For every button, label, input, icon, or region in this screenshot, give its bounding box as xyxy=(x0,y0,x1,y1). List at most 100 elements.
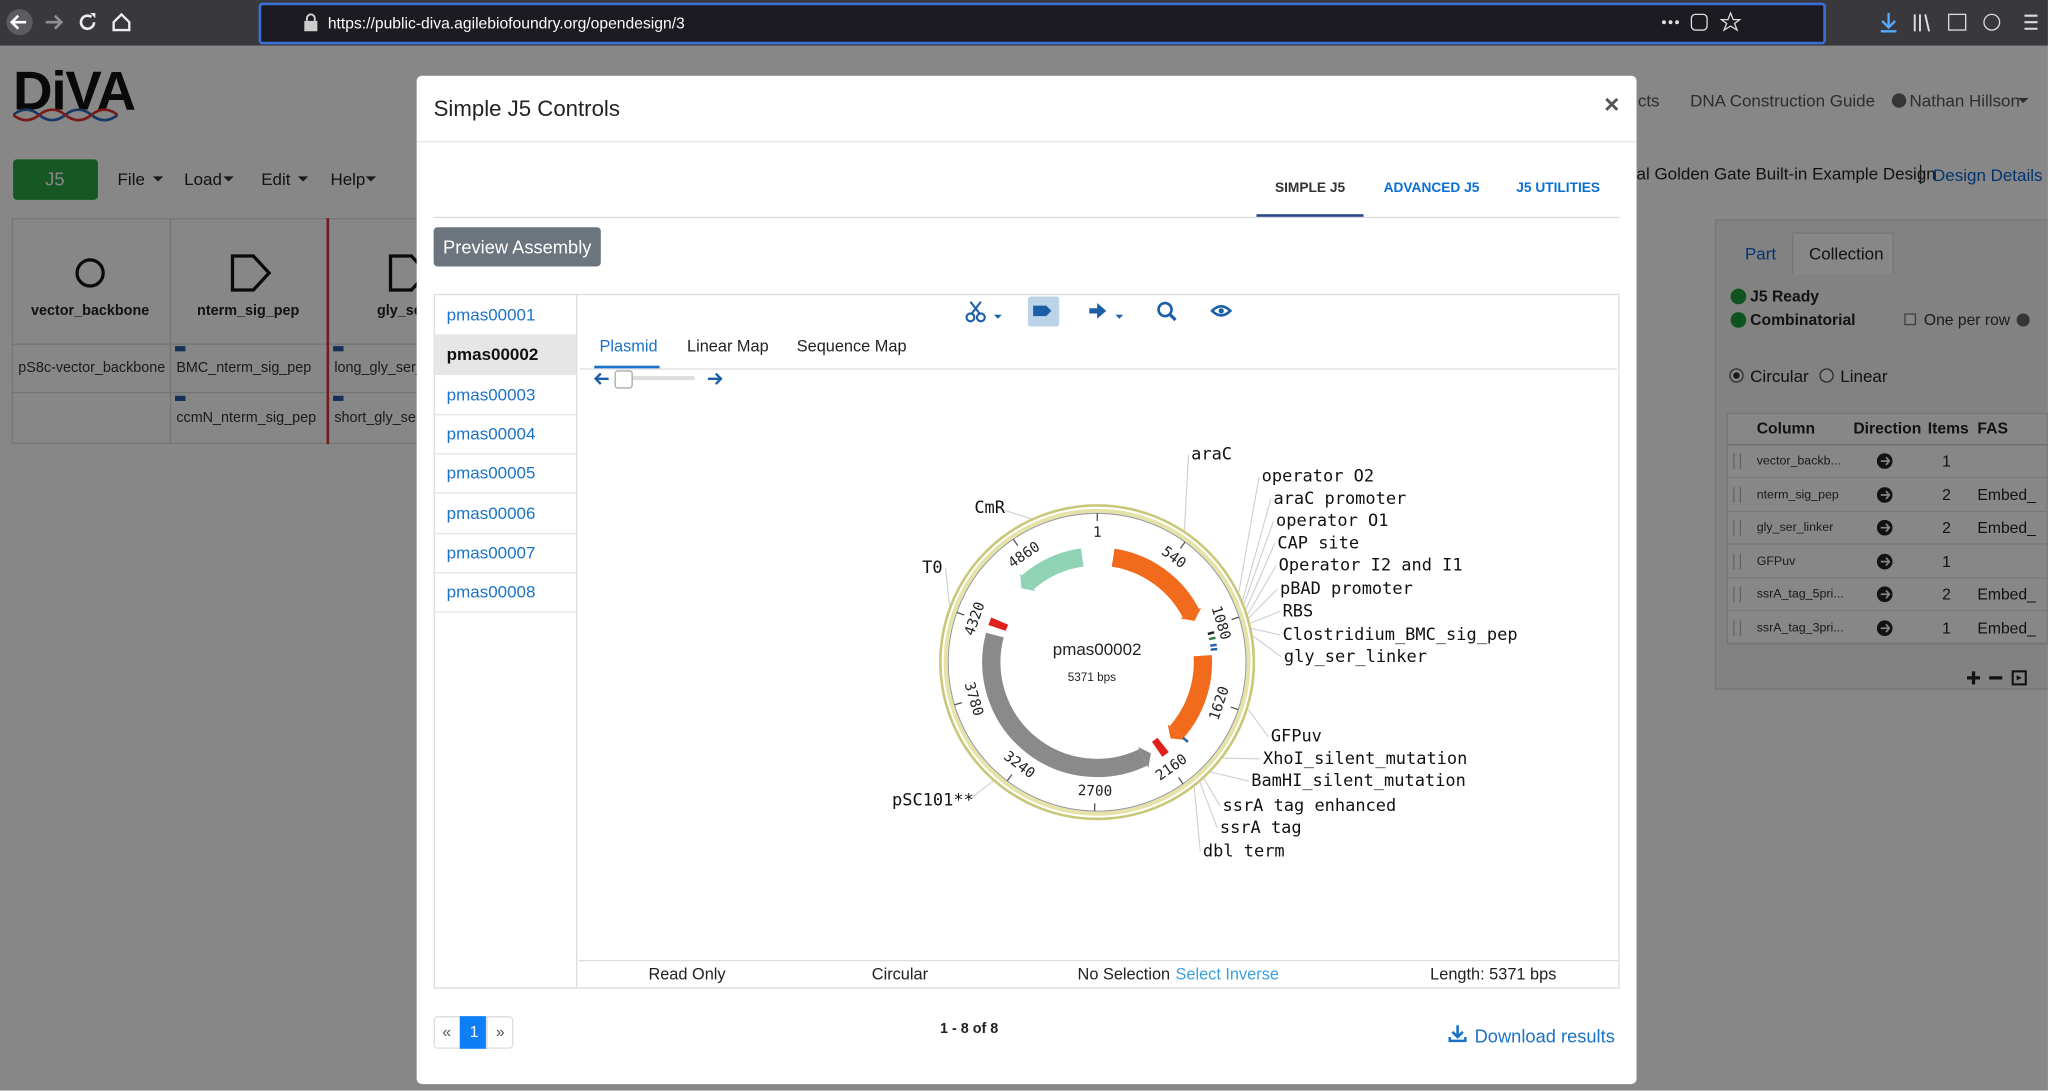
feature-label: XhoI_silent_mutation xyxy=(1263,749,1467,769)
page-current-label[interactable]: 1 xyxy=(470,1023,479,1041)
modal-tab[interactable]: SIMPLE J5 xyxy=(1275,180,1345,196)
tick-label: 540 xyxy=(1158,544,1188,572)
feature-label: GFPuv xyxy=(1271,727,1322,747)
page-next-label[interactable]: » xyxy=(496,1023,505,1041)
url-text[interactable]: https://public-diva.agilebiofoundry.org/… xyxy=(328,14,685,32)
browser-tools[interactable] xyxy=(1659,10,2038,36)
lock-icon[interactable] xyxy=(303,13,319,31)
tick-label: 3780 xyxy=(961,680,986,718)
feature-label: CmR xyxy=(974,498,1005,518)
plasmid-map: 154010801620216027003240378043204860pmas… xyxy=(579,370,1619,958)
plasmid-item[interactable]: pmas00006 xyxy=(447,503,536,523)
terminator xyxy=(997,621,1000,628)
download-icon[interactable] xyxy=(1448,1024,1466,1042)
feature-label: dbl term xyxy=(1203,842,1285,862)
plasmid-item[interactable]: pmas00007 xyxy=(447,542,536,562)
label-leader xyxy=(1194,787,1200,852)
feature-label: Operator I2 and I1 xyxy=(1279,556,1463,576)
label-leader xyxy=(1223,758,1261,759)
preview-button-label[interactable]: Preview Assembly xyxy=(443,236,591,257)
status-bar-line xyxy=(579,960,1619,961)
feature-arc xyxy=(1177,656,1203,732)
viewer-toolbar[interactable] xyxy=(964,299,1238,325)
feature-label: pBAD promoter xyxy=(1280,579,1413,599)
tabs-line xyxy=(434,217,1620,218)
label-leader xyxy=(1244,521,1273,604)
tick-mark xyxy=(954,703,962,705)
feature-arc xyxy=(1028,557,1082,582)
plasmid-item[interactable]: pmas00004 xyxy=(447,424,536,444)
row-divider xyxy=(435,453,576,454)
label-leader xyxy=(1211,772,1249,781)
label-leader xyxy=(1252,629,1280,635)
status-text[interactable]: Select Inverse xyxy=(1175,965,1278,983)
row-divider xyxy=(435,532,576,533)
modal-tab[interactable]: ADVANCED J5 xyxy=(1384,180,1480,196)
feature-label: BamHI_silent_mutation xyxy=(1251,771,1466,791)
label-leader xyxy=(1253,636,1281,657)
viewer-tab[interactable]: Sequence Map xyxy=(797,337,907,355)
feature-label: CAP site xyxy=(1277,533,1359,553)
small-feature xyxy=(1211,632,1212,634)
modal-header-line xyxy=(417,141,1637,142)
plasmid-item[interactable]: pmas00008 xyxy=(447,582,536,602)
tick-mark xyxy=(1180,542,1185,548)
modal-tab[interactable]: J5 UTILITIES xyxy=(1516,180,1600,196)
feature-label: ssrA tag enhanced xyxy=(1223,796,1397,816)
active-tab-underline xyxy=(1256,214,1363,217)
modal-title: Simple J5 Controls xyxy=(434,97,620,123)
download-link[interactable]: Download results xyxy=(1475,1025,1615,1046)
viewer-tab[interactable]: Linear Map xyxy=(687,337,769,355)
feature-label: araC xyxy=(1191,445,1232,465)
small-feature xyxy=(1185,739,1187,741)
plasmid-item[interactable]: pmas00003 xyxy=(447,384,536,404)
feature-label: ssrA tag xyxy=(1220,818,1302,838)
label-leader xyxy=(1248,709,1268,737)
reload-button[interactable] xyxy=(76,10,100,34)
map-length: 5371 bps xyxy=(1068,671,1116,684)
tick-mark xyxy=(1231,707,1238,709)
row-divider xyxy=(435,414,576,415)
label-leader xyxy=(1250,611,1280,623)
tick-mark xyxy=(957,612,964,615)
feature-label: T0 xyxy=(922,558,942,578)
label-leader xyxy=(946,568,950,606)
forward-button[interactable] xyxy=(42,10,66,34)
feature-label: RBS xyxy=(1283,601,1314,621)
status-text: Length: 5371 bps xyxy=(1430,965,1556,983)
home-button[interactable] xyxy=(110,10,134,34)
row-divider xyxy=(435,572,576,573)
map-name: pmas00002 xyxy=(1053,640,1142,659)
tick-mark xyxy=(1013,539,1017,545)
back-button[interactable] xyxy=(5,8,34,37)
row-divider xyxy=(435,374,576,375)
tick-label: 1620 xyxy=(1207,684,1233,722)
label-leader xyxy=(1204,779,1220,806)
viewer-tab[interactable]: Plasmid xyxy=(599,337,657,355)
terminator xyxy=(1157,745,1163,749)
feature-label: Clostridium_BMC_sig_pep xyxy=(1283,625,1518,645)
feature-label: pSC101** xyxy=(892,791,974,811)
tick-label: 1080 xyxy=(1208,604,1234,642)
tick-label: 4320 xyxy=(962,600,989,638)
tick-mark xyxy=(1007,775,1012,781)
status-text: No Selection xyxy=(1078,965,1171,983)
tick-mark xyxy=(1232,617,1239,619)
tick-label: 2160 xyxy=(1153,751,1190,784)
feature-label: operator O2 xyxy=(1262,467,1374,487)
feature-label: araC promoter xyxy=(1273,489,1406,509)
page-prev-label[interactable]: « xyxy=(442,1023,451,1041)
label-leader xyxy=(1200,782,1217,828)
label-leader xyxy=(1239,477,1259,592)
feature-label: gly_ser_linker xyxy=(1284,647,1427,667)
plasmid-item[interactable]: pmas00002 xyxy=(447,345,539,365)
label-leader xyxy=(1184,455,1188,531)
row-divider xyxy=(435,493,576,494)
plasmid-item[interactable]: pmas00001 xyxy=(447,305,536,325)
modal-close[interactable]: × xyxy=(1604,91,1619,121)
page-range: 1 - 8 of 8 xyxy=(940,1021,998,1037)
plasmid-item[interactable]: pmas00005 xyxy=(447,463,536,483)
tick-label: 2700 xyxy=(1078,783,1113,800)
